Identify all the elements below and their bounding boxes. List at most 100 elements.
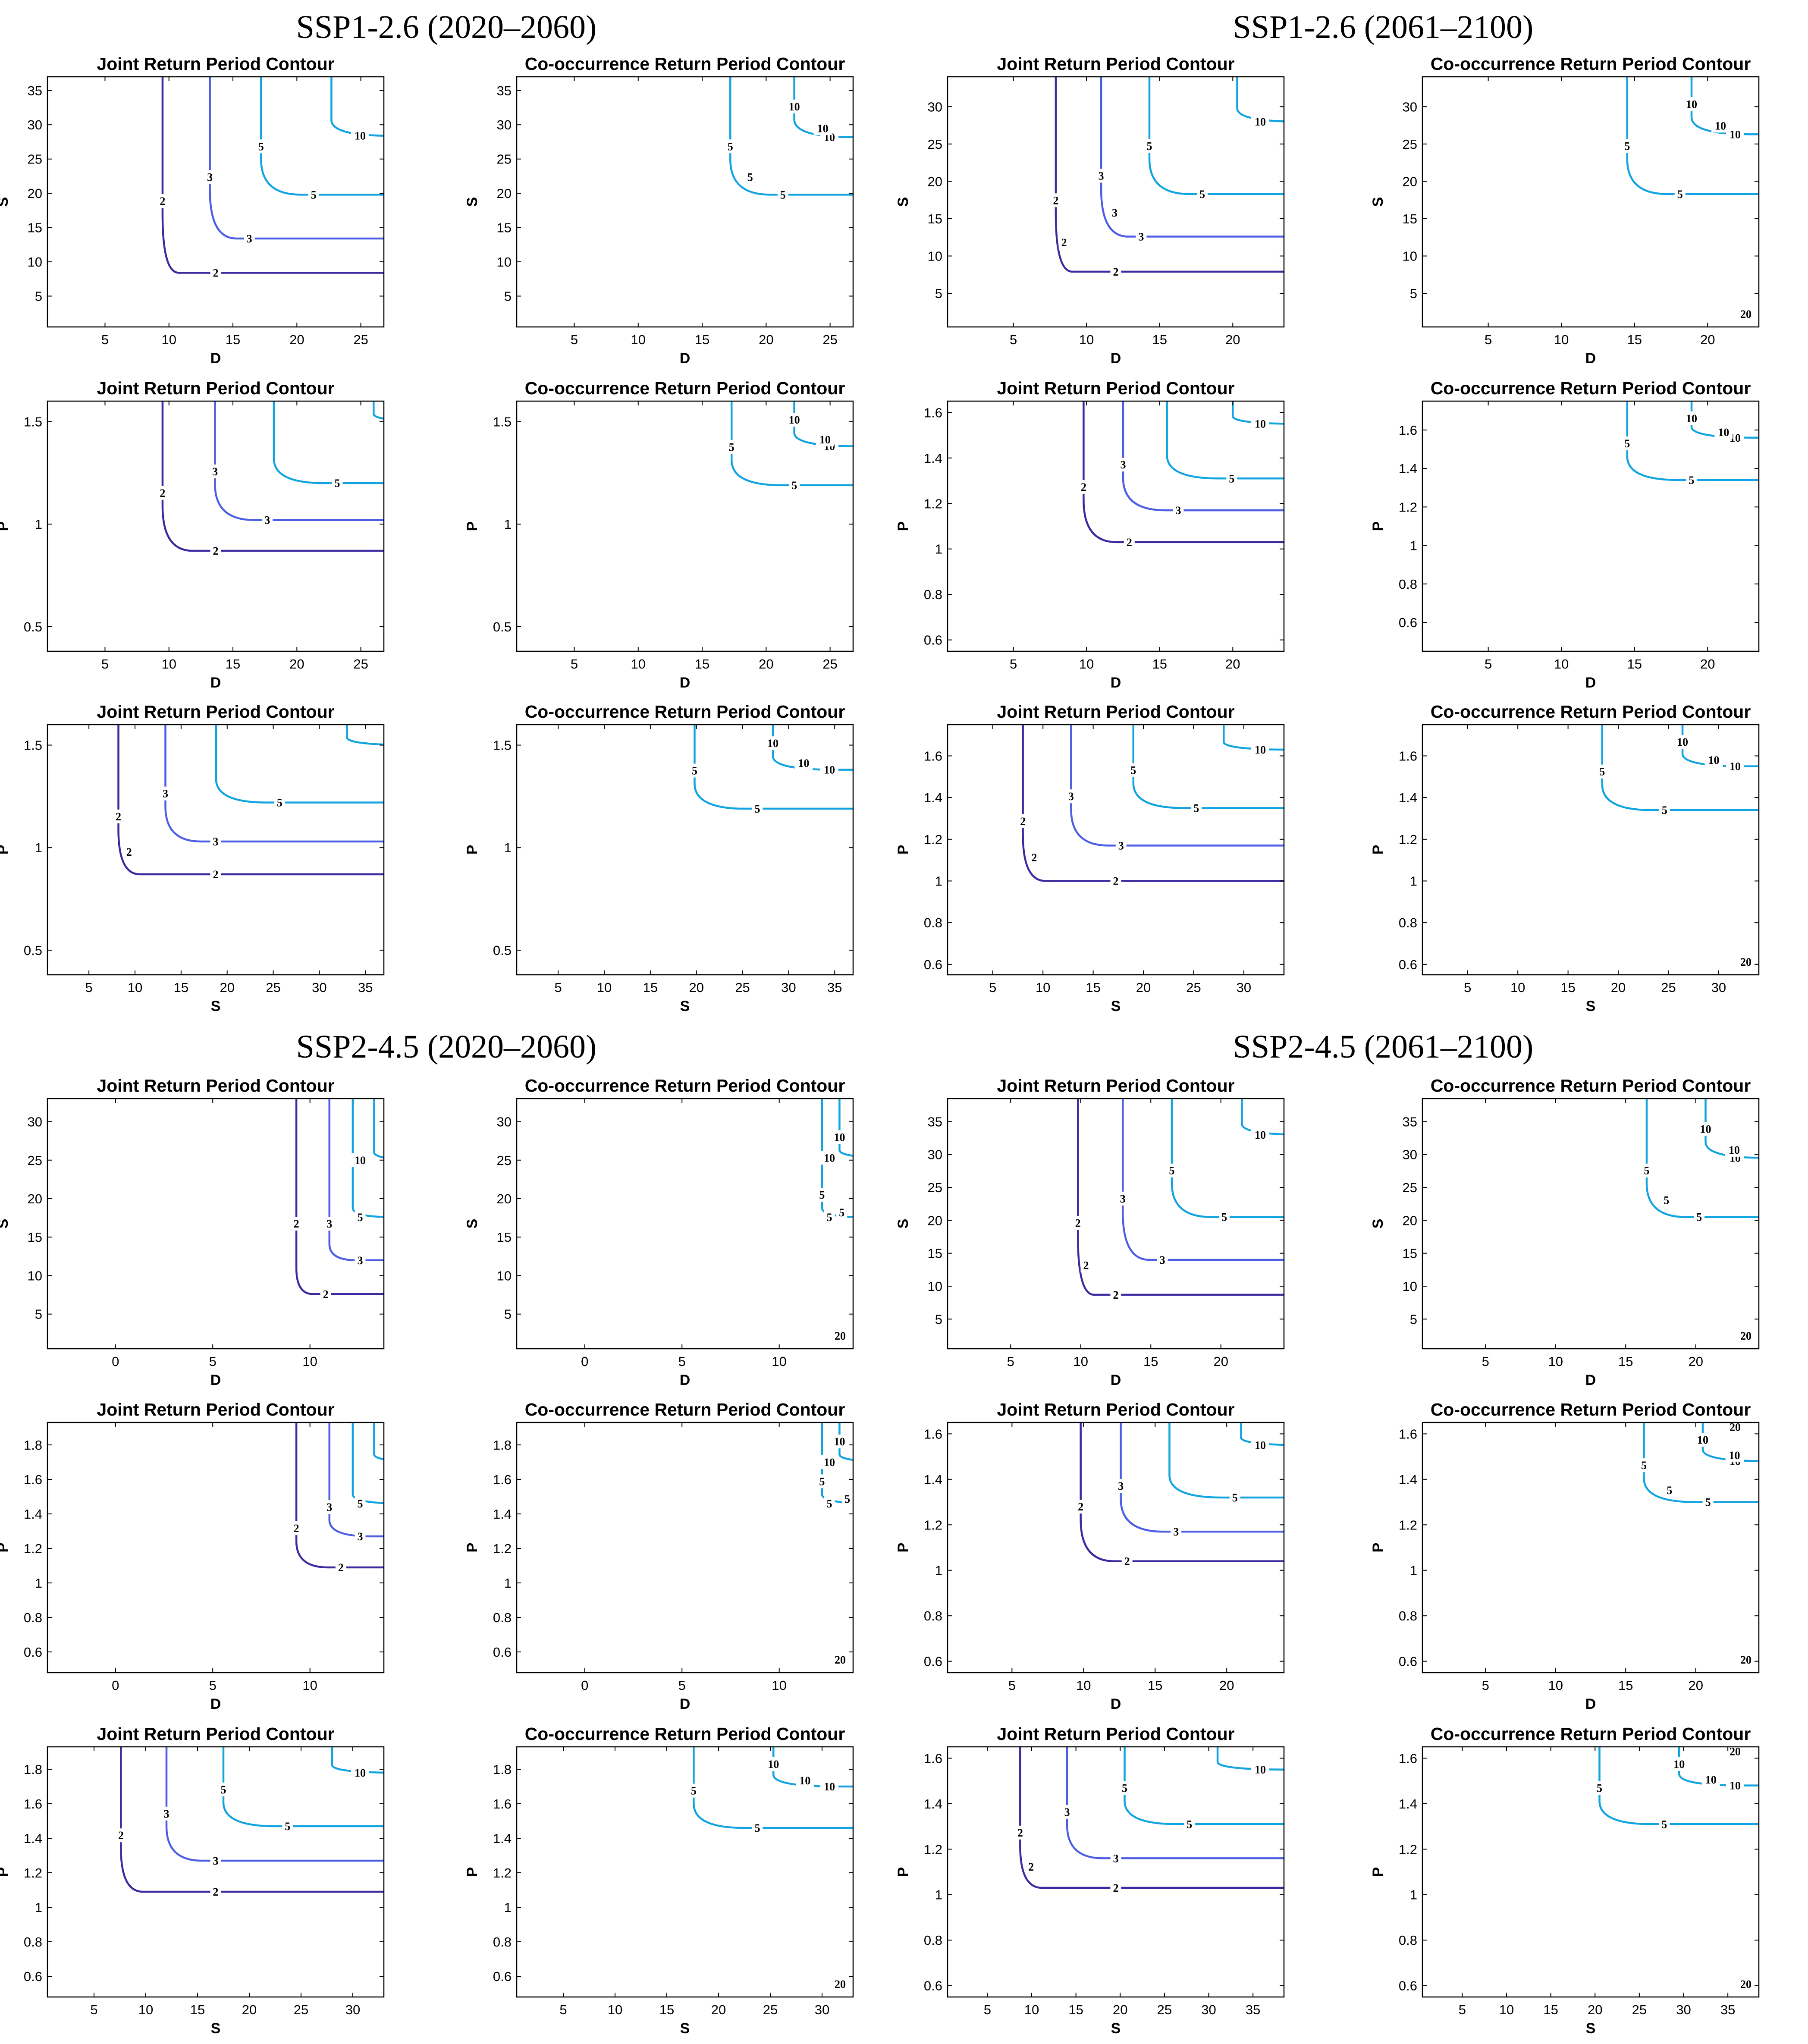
x-tick-label: 25 <box>1632 2002 1647 2017</box>
contour-label-bg <box>1166 1163 1177 1177</box>
contour-label-bg <box>1184 1817 1195 1831</box>
contour-line-50 <box>870 352 994 384</box>
contour-label-bg <box>1110 1881 1121 1895</box>
contour-line-2 <box>161 401 384 552</box>
panel-title: Joint Return Period Contour <box>997 702 1234 722</box>
contour-label-bg <box>1191 801 1202 815</box>
contour-label-bg <box>785 99 804 113</box>
group-heading-ssp126-early: SSP1-2.6 (2020–2060) <box>296 9 597 45</box>
contour-label-bg <box>816 432 834 446</box>
contour-label-bg <box>282 1819 293 1833</box>
contour-label: 10 <box>1705 1774 1717 1786</box>
plot-frame <box>47 724 385 976</box>
x-tick-label: 20 <box>689 980 703 995</box>
x-tick-label: 10 <box>631 332 646 347</box>
y-tick-label: 1.6 <box>924 1426 942 1441</box>
x-axis-label: S <box>1586 2020 1596 2037</box>
contour-label-bg <box>1597 764 1608 779</box>
x-tick-label: 10 <box>597 980 612 995</box>
contour-label: 5 <box>839 1206 844 1219</box>
contour-label-bg <box>210 465 221 479</box>
contour-label: 3 <box>1113 1852 1119 1865</box>
contour-line-10 <box>838 1422 853 1461</box>
y-axis-label: P <box>895 521 911 531</box>
y-tick-label: 1.2 <box>1399 1517 1417 1532</box>
y-tick-label: 0.8 <box>1399 1608 1417 1623</box>
contour-labels: 2 2 2 3 3 5 5 10 <box>1014 1762 1269 1895</box>
contour-line-50 <box>870 676 986 707</box>
contour-label-bg <box>1065 789 1077 804</box>
contour-label: 2 <box>160 195 165 207</box>
x-axis-label: D <box>1111 350 1121 367</box>
y-tick-label: 1 <box>935 542 942 557</box>
contour-line-3 <box>1070 725 1284 847</box>
contour-label-bg <box>351 1153 369 1167</box>
contour-label: 3 <box>207 171 213 184</box>
contour-labels: 5 5 10 10 10 20 <box>688 1757 849 1991</box>
contour-label-bg <box>1117 1191 1128 1206</box>
contour-label-bg <box>1128 763 1139 777</box>
x-tick-label: 5 <box>1459 2002 1466 2017</box>
y-axis-label: S <box>895 197 911 207</box>
contour-lines <box>1626 401 1759 481</box>
contour-labels: 5551010102020 <box>1638 1420 1755 1667</box>
y-tick-label: 25 <box>28 152 42 167</box>
y-axis-label: P <box>1370 845 1386 855</box>
contour-label: 10 <box>1677 736 1688 748</box>
y-tick-label: 1 <box>1410 1563 1417 1578</box>
contour-label-bg <box>1702 1495 1714 1509</box>
contour-labels: 5 5 10 10 10 20 <box>1597 735 1755 969</box>
contour-label: 5 <box>1186 1818 1192 1830</box>
contour-label: 5 <box>1221 1211 1227 1224</box>
y-tick-label: 35 <box>1403 1114 1417 1129</box>
chart-panel: Joint Return Period Contour 2 2 2 3 3 3 5 5 10 5 10… <box>895 54 1285 367</box>
contour-line-2 <box>1077 1099 1284 1296</box>
y-tick-label: 0.6 <box>493 1969 512 1984</box>
contour-line-3 <box>214 401 384 521</box>
x-tick-label: 10 <box>1079 656 1094 672</box>
y-tick-label: 5 <box>35 289 42 304</box>
x-tick-label: 25 <box>353 332 368 347</box>
contour-label-bg <box>824 1210 835 1224</box>
contour-label-bg <box>831 1653 849 1667</box>
contour-label-bg <box>244 232 255 246</box>
contour-label-bg <box>1029 851 1040 865</box>
contour-label: 5 <box>1232 1491 1238 1504</box>
contour-label-bg <box>1017 814 1029 828</box>
contour-label-bg <box>1115 838 1127 853</box>
contour-line-10 <box>793 401 853 447</box>
x-tick-label: 15 <box>226 656 240 672</box>
y-tick-label: 25 <box>1403 1180 1417 1195</box>
contour-line-2 <box>161 77 384 274</box>
contour-label-bg <box>1737 1329 1755 1343</box>
contour-label-bg <box>1251 1762 1269 1777</box>
contour-line-10 <box>793 77 853 138</box>
contour-label-bg <box>820 1780 838 1793</box>
panel-title: Joint Return Period Contour <box>97 702 334 722</box>
x-axis-label: S <box>1111 2020 1121 2037</box>
x-axis-label: D <box>1585 675 1596 691</box>
y-tick-label: 30 <box>497 1115 512 1130</box>
chart-panel: Co-occurrence Return Period Contour 5 5 5 10… <box>1370 1076 1760 1388</box>
contour-lines <box>117 725 384 876</box>
contour-label: 2 <box>1124 1555 1130 1568</box>
y-tick-label: 30 <box>928 99 942 114</box>
contour-label: 3 <box>1118 839 1124 852</box>
y-axis-label: P <box>1370 1867 1386 1877</box>
contour-line-10 <box>1216 1747 1284 1771</box>
y-tick-label: 1.2 <box>24 1865 42 1881</box>
contour-label-bg <box>210 544 221 558</box>
x-tick-label: 30 <box>312 980 326 995</box>
contour-line-5 <box>1166 401 1284 480</box>
x-tick-label: 10 <box>772 1678 786 1693</box>
y-tick-label: 1.2 <box>924 1842 942 1857</box>
contour-label: 5 <box>827 1498 832 1510</box>
contour-label-bg <box>789 478 800 492</box>
y-tick-label: 0.6 <box>1399 615 1417 630</box>
contour-label-bg <box>1251 1127 1269 1142</box>
contour-line-5 <box>1645 1099 1759 1218</box>
contour-line-2 <box>117 725 384 876</box>
x-tick-label: 10 <box>772 1354 786 1369</box>
plot-frame <box>1422 76 1760 328</box>
contour-label-bg <box>1659 1817 1670 1831</box>
